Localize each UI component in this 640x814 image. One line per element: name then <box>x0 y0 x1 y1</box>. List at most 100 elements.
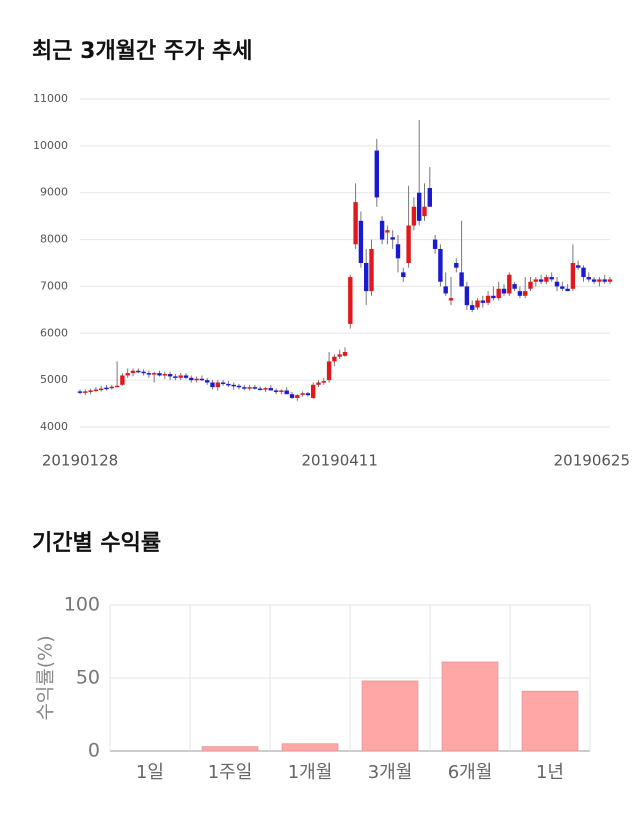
candle-body <box>485 295 491 303</box>
candle-body <box>300 393 305 395</box>
y-tick-label: 100 <box>64 594 100 616</box>
y-tick-label: 50 <box>76 667 100 689</box>
y-tick-label: 4000 <box>40 420 68 433</box>
candle-body <box>369 248 374 292</box>
candle-body <box>210 382 215 388</box>
candle-body <box>326 361 332 381</box>
candle-body <box>279 390 284 392</box>
candle-body <box>480 300 485 303</box>
candle-body <box>215 382 220 388</box>
bar <box>201 746 259 752</box>
candle-body <box>597 279 602 282</box>
candle-body <box>295 395 300 398</box>
candle-body <box>438 248 443 282</box>
x-tick-label: 20190411 <box>302 452 378 470</box>
candle-body <box>284 390 289 395</box>
candle-body <box>374 150 379 198</box>
candle-body <box>427 188 432 207</box>
candle-body <box>348 277 353 324</box>
candle-body <box>146 373 152 375</box>
candle-body <box>379 220 385 240</box>
candle-body <box>104 387 109 390</box>
candle-body <box>533 279 538 282</box>
candle-body <box>581 267 586 278</box>
candle-body <box>432 239 438 249</box>
chart-title: 기간별 수익률 <box>32 531 161 556</box>
candle-body <box>353 202 358 245</box>
x-tick-label: 1개월 <box>288 762 333 783</box>
candle-body <box>109 386 114 389</box>
candle-body <box>475 300 480 308</box>
candle-body <box>99 388 104 391</box>
candle-body <box>406 225 411 263</box>
bar <box>361 680 419 752</box>
candle-body <box>167 374 173 377</box>
candle-body <box>162 374 167 376</box>
candle-body <box>152 373 157 375</box>
candle-body <box>358 220 364 263</box>
candle-body <box>448 298 454 301</box>
candle-body <box>390 237 395 240</box>
y-tick-label: 7000 <box>40 279 68 292</box>
candle-body <box>523 291 528 296</box>
candle-body <box>501 288 507 294</box>
candle-body <box>311 384 316 398</box>
candle-body <box>512 284 517 289</box>
candle-body <box>114 385 120 388</box>
candle-body <box>395 244 401 259</box>
candle-body <box>554 281 560 287</box>
candle-body <box>332 356 337 362</box>
y-tick-label: 6000 <box>40 326 68 339</box>
candle-body <box>268 388 273 391</box>
candle-body <box>496 288 501 299</box>
y-tick-label: 0 <box>88 740 100 762</box>
candle-body <box>93 389 99 392</box>
candle-body <box>141 371 146 374</box>
candle-body <box>517 291 523 296</box>
candle-body <box>258 388 263 391</box>
candle-body <box>385 230 390 233</box>
candle-body <box>77 391 83 393</box>
candle-body <box>422 206 427 217</box>
x-tick-label: 20190625 <box>554 452 630 470</box>
y-tick-label: 5000 <box>40 373 68 386</box>
candle-body <box>263 388 268 390</box>
chart-title: 최근 3개월간 주가 추세 <box>32 39 252 64</box>
candle-body <box>242 387 247 389</box>
candle-body <box>136 370 141 373</box>
candle-body <box>544 277 549 282</box>
x-tick-label: 1일 <box>136 762 164 783</box>
candle-body <box>401 272 406 278</box>
bar <box>441 661 499 752</box>
candle-body <box>491 295 496 299</box>
y-axis-label: 수익률(%) <box>35 635 57 720</box>
candle-body <box>120 375 125 385</box>
candle-body <box>130 370 136 374</box>
candle-body <box>88 390 93 392</box>
candle-body <box>470 305 475 310</box>
candle-body <box>157 373 162 376</box>
y-tick-label: 11000 <box>33 92 68 105</box>
candle-body <box>454 263 459 268</box>
candle-body <box>602 279 607 282</box>
candle-body <box>364 263 369 292</box>
candle-body <box>549 277 554 280</box>
candle-body <box>273 390 279 392</box>
candle-body <box>236 385 242 388</box>
candle-body <box>443 286 448 294</box>
x-tick-label: 6개월 <box>448 762 493 783</box>
candle-body <box>189 377 194 381</box>
candle-body <box>183 375 189 378</box>
x-tick-label: 20190128 <box>42 452 118 470</box>
candle-body <box>565 288 570 292</box>
candle-body <box>178 375 183 378</box>
candle-body <box>252 387 258 389</box>
candle-body <box>586 277 591 280</box>
candle-body <box>507 274 512 294</box>
candle-body <box>560 286 565 289</box>
candle-body <box>411 206 417 226</box>
candle-body <box>607 279 613 282</box>
x-tick-label: 3개월 <box>368 762 413 783</box>
candle-body <box>305 393 311 396</box>
